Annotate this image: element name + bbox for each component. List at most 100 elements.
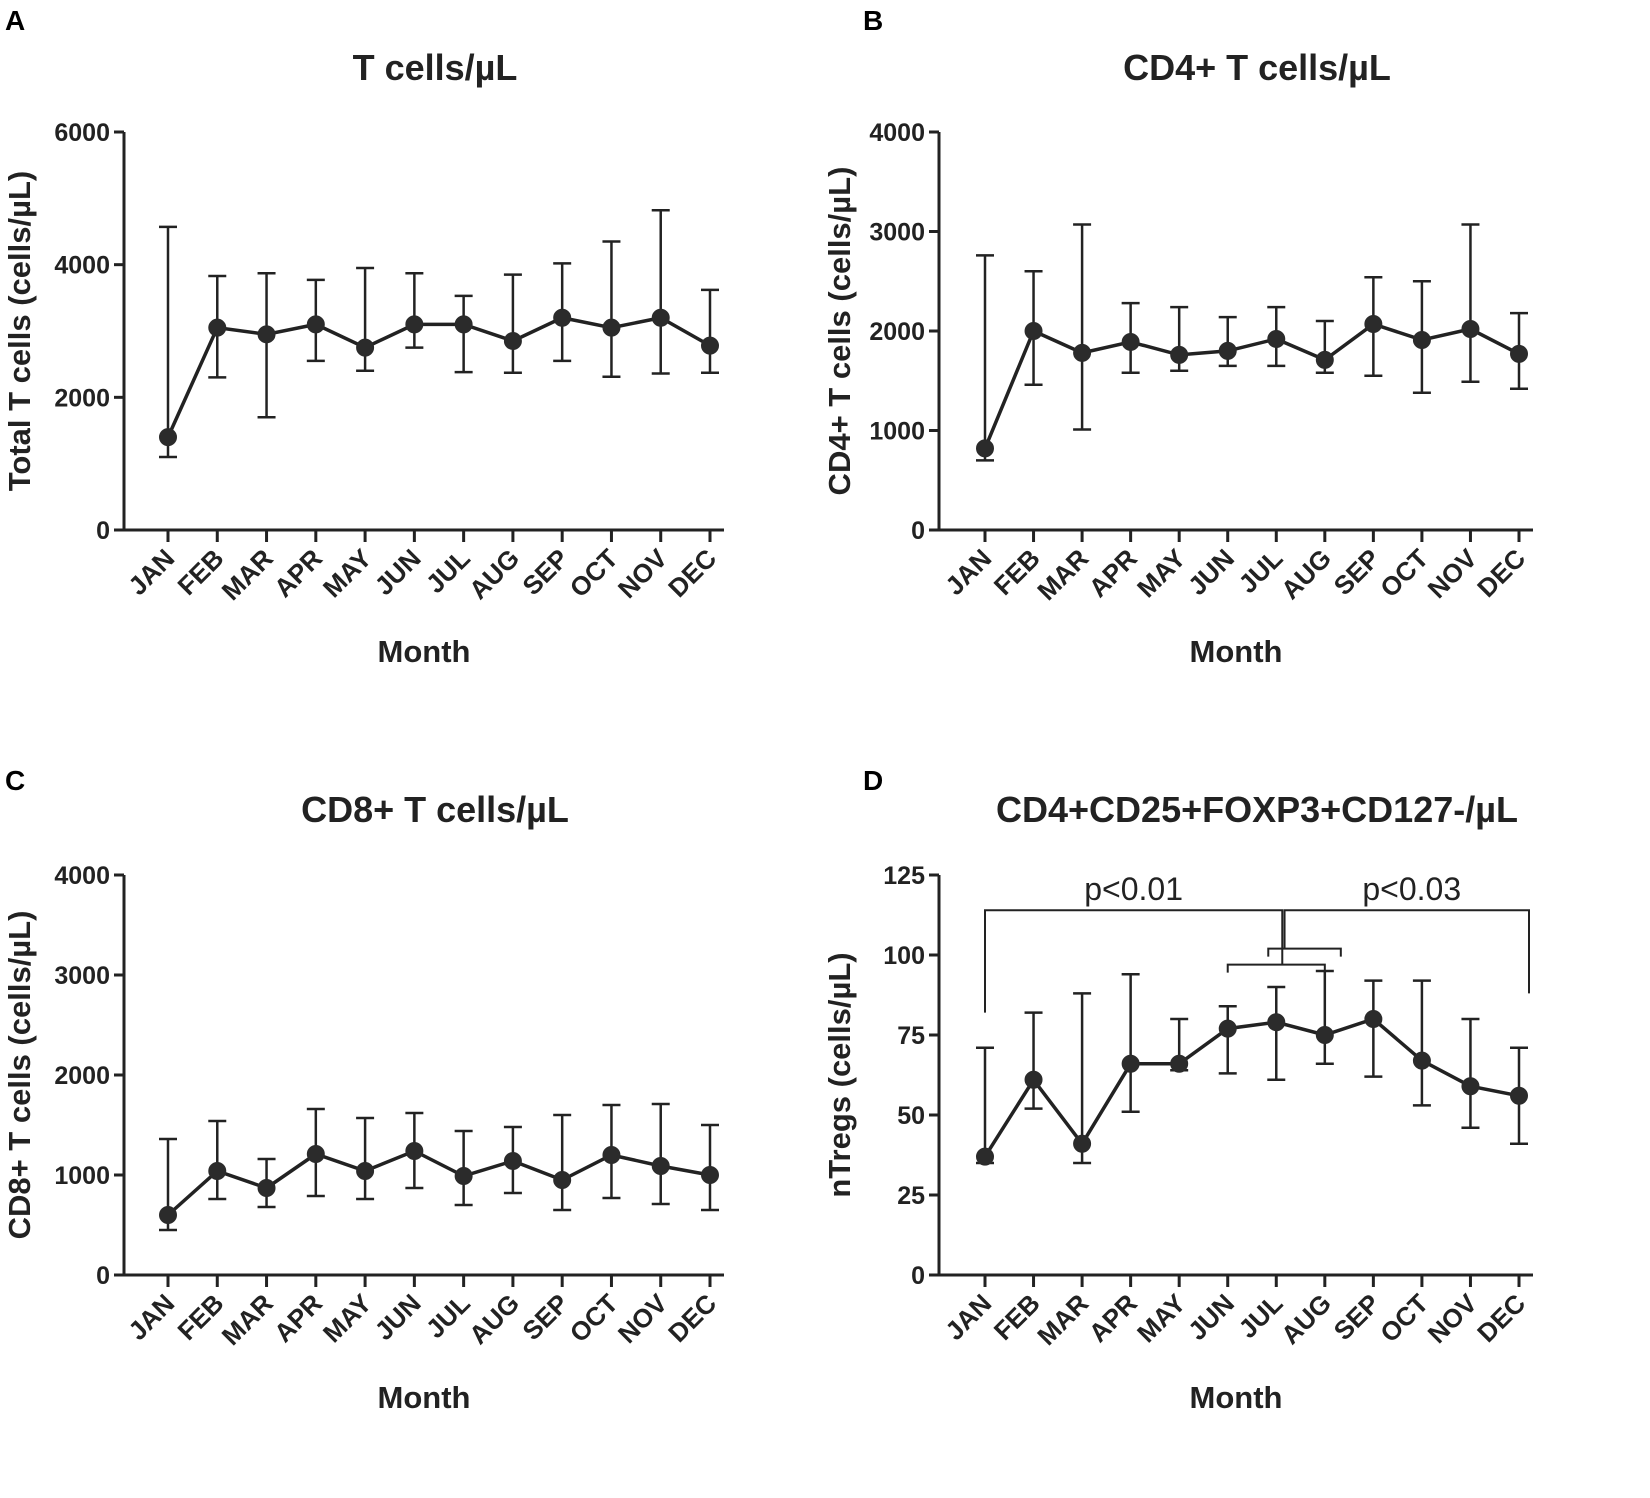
data-point: [159, 1206, 177, 1224]
error-bar: [1412, 979, 1431, 1107]
error-bar: [651, 1102, 670, 1206]
x-tick-label: NOV: [1422, 1288, 1484, 1350]
error-bar: [1218, 1004, 1237, 1075]
x-tick-label: MAY: [1131, 543, 1191, 603]
x-tick-label: MAR: [216, 1288, 279, 1351]
error-bar: [1073, 992, 1092, 1165]
x-tick-label: MAR: [216, 543, 279, 606]
data-point: [1170, 1054, 1189, 1073]
x-tick-label: AUG: [1275, 1288, 1337, 1350]
chart-title: CD4+ T cells/µL: [1123, 47, 1391, 88]
series-line: [983, 322, 1520, 450]
panel-letter: A: [5, 5, 25, 36]
data-point: [306, 1145, 325, 1163]
y-tick-label: 50: [897, 1102, 925, 1130]
chart-title: CD8+ T cells/µL: [301, 789, 569, 830]
error-bar: [1461, 223, 1480, 383]
y-tick-label: 6000: [54, 119, 110, 147]
x-tick-label: JUN: [369, 1288, 427, 1346]
data-point: [651, 308, 670, 327]
x-tick-label: NOV: [1422, 543, 1484, 605]
error-bar: [651, 209, 670, 375]
error-bar: [257, 272, 276, 419]
y-tick-label: 4000: [869, 119, 925, 147]
x-tick-label: JUN: [1182, 543, 1240, 601]
data-point: [257, 325, 276, 344]
x-tick-label: MAR: [1031, 1288, 1094, 1351]
data-point: [1073, 1134, 1092, 1153]
x-tick-label: OCT: [564, 543, 624, 603]
data-point: [1024, 322, 1043, 340]
data-point: [1461, 1077, 1480, 1096]
data-point: [503, 331, 522, 350]
x-tick-label: FEB: [988, 1288, 1046, 1346]
x-tick-label: MAY: [317, 1288, 377, 1348]
x-tick-label: DEC: [662, 1288, 722, 1348]
data-point: [454, 1167, 473, 1185]
x-tick-label: SEP: [1328, 1288, 1386, 1346]
x-tick-label: AUG: [463, 1288, 525, 1350]
x-tick-label: OCT: [564, 1288, 624, 1348]
y-tick-label: 100: [883, 942, 925, 970]
error-bar: [159, 225, 177, 459]
data-point: [1121, 1054, 1140, 1073]
x-tick-label: JAN: [939, 543, 997, 601]
data-point: [602, 318, 621, 337]
data-point: [553, 1171, 572, 1189]
x-tick-label: SEP: [516, 1288, 574, 1346]
error-bar: [1461, 1017, 1480, 1130]
panel-letter: D: [863, 765, 883, 796]
x-tick-label: FEB: [172, 543, 230, 601]
x-axis-label: Month: [1190, 634, 1283, 669]
data-point: [1461, 320, 1480, 339]
x-tick-label: DEC: [662, 543, 722, 603]
data-point: [356, 1162, 375, 1180]
error-bar: [405, 272, 424, 349]
y-tick-label: 3000: [869, 219, 925, 247]
p-value-label: p<0.01: [1084, 871, 1183, 907]
x-tick-label: JUL: [420, 1288, 476, 1344]
significance-bracket: p<0.01: [984, 871, 1326, 1013]
y-tick-label: 0: [96, 517, 110, 545]
x-tick-label: AUG: [1275, 543, 1337, 605]
data-point: [1364, 1010, 1383, 1028]
error-bar: [553, 1113, 572, 1212]
panel-d: D CD4+CD25+FOXP3+CD127-/µL 0 25 50 75 100 125 JA…: [822, 765, 1533, 1415]
x-tick-label: MAY: [317, 543, 377, 603]
x-tick-label: FEB: [988, 543, 1046, 601]
y-tick-label: 4000: [54, 252, 110, 280]
significance-bracket: p<0.03: [1267, 871, 1530, 994]
data-point: [306, 315, 325, 334]
error-bar: [1364, 979, 1383, 1078]
x-tick-label: JUL: [1233, 1288, 1289, 1344]
x-tick-label: APR: [1083, 1288, 1143, 1348]
panel-letter: B: [863, 5, 883, 36]
data-point: [976, 1147, 994, 1166]
data-point: [1412, 330, 1431, 349]
y-tick-label: 75: [897, 1022, 925, 1050]
x-tick-label: MAR: [1031, 543, 1094, 606]
data-point: [1073, 343, 1092, 362]
data-point: [553, 308, 572, 327]
error-bar: [208, 1119, 227, 1201]
x-tick-label: SEP: [516, 543, 574, 601]
y-tick-label: 1000: [54, 1162, 110, 1190]
x-tick-label: FEB: [172, 1288, 230, 1346]
x-tick-label: JAN: [939, 1288, 997, 1346]
x-tick-label: JUL: [420, 543, 476, 599]
data-point: [1315, 1026, 1334, 1044]
bracket-line: [984, 909, 1284, 1013]
chart-title: CD4+CD25+FOXP3+CD127-/µL: [996, 789, 1518, 830]
error-bar: [503, 273, 522, 375]
y-axis-label: nTregs (cells/µL): [822, 952, 857, 1197]
data-point: [1267, 1013, 1286, 1032]
y-axis-label: CD4+ T cells (cells/µL): [822, 167, 857, 496]
data-point: [208, 318, 227, 337]
x-tick-label: JAN: [122, 543, 180, 601]
x-tick-label: OCT: [1374, 1288, 1434, 1348]
data-point: [1412, 1051, 1431, 1070]
error-bar: [1024, 1011, 1043, 1110]
series-line: [983, 1017, 1520, 1158]
